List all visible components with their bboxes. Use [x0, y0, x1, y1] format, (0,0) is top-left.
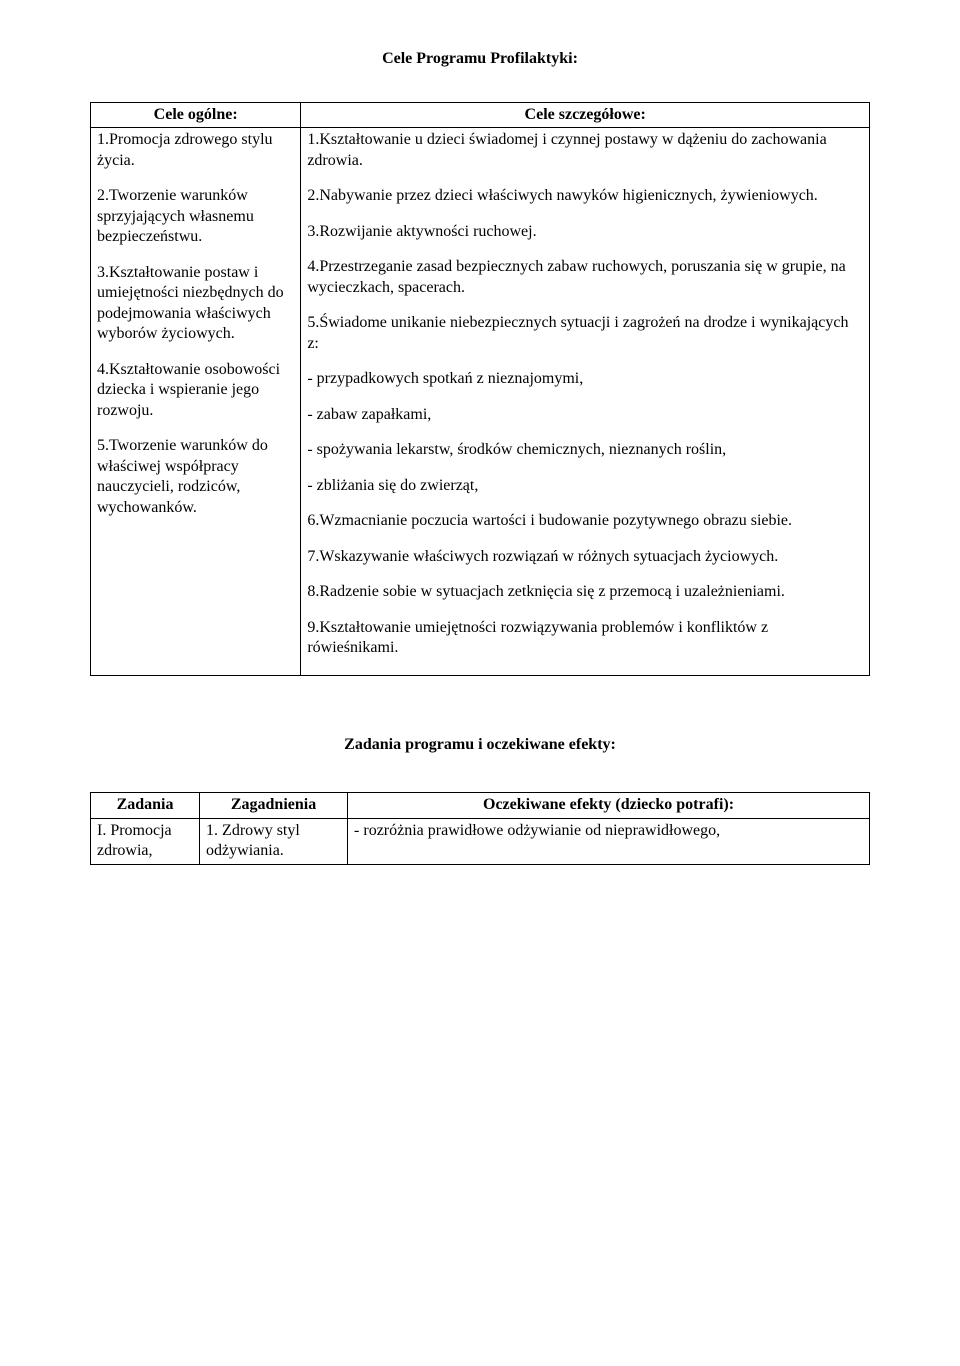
general-goal-4: 4.Kształtowanie osobowości dziecka i wsp…: [97, 360, 294, 421]
goals-table: Cele ogólne: Cele szczegółowe: 1.Promocj…: [90, 102, 870, 676]
section-tasks-title: Zadania programu i oczekiwane efekty:: [90, 736, 870, 754]
tasks-header-efekty: Oczekiwane efekty (dziecko potrafi):: [348, 793, 870, 818]
header-detailed-goals: Cele szczegółowe:: [301, 103, 870, 128]
tasks-cell-zagadnienia: 1. Zdrowy styl odżywiania.: [200, 818, 348, 864]
detailed-goals-cell: 1.Kształtowanie u dzieci świadomej i czy…: [301, 128, 870, 676]
tasks-header-zadania: Zadania: [91, 793, 200, 818]
general-goal-2: 2.Tworzenie warunków sprzyjających własn…: [97, 186, 294, 247]
detailed-bullet-1: - przypadkowych spotkań z nieznajomymi,: [307, 369, 863, 389]
detailed-goal-6: 6.Wzmacnianie poczucia wartości i budowa…: [307, 511, 863, 531]
table-row: I. Promocja zdrowia, 1. Zdrowy styl odży…: [91, 818, 870, 864]
general-goal-5: 5.Tworzenie warunków do właściwej współp…: [97, 436, 294, 518]
tasks-table: Zadania Zagadnienia Oczekiwane efekty (d…: [90, 792, 870, 864]
detailed-goal-9: 9.Kształtowanie umiejętności rozwiązywan…: [307, 618, 863, 659]
detailed-bullet-2: - zabaw zapałkami,: [307, 405, 863, 425]
tasks-header-zagadnienia: Zagadnienia: [200, 793, 348, 818]
detailed-goal-7: 7.Wskazywanie właściwych rozwiązań w róż…: [307, 547, 863, 567]
detailed-goal-2: 2.Nabywanie przez dzieci właściwych nawy…: [307, 186, 863, 206]
detailed-goal-1: 1.Kształtowanie u dzieci świadomej i czy…: [307, 130, 863, 171]
detailed-goal-8: 8.Radzenie sobie w sytuacjach zetknięcia…: [307, 582, 863, 602]
detailed-goal-3: 3.Rozwijanie aktywności ruchowej.: [307, 222, 863, 242]
detailed-bullet-3: - spożywania lekarstw, środków chemiczny…: [307, 440, 863, 460]
header-general-goals: Cele ogólne:: [91, 103, 301, 128]
detailed-goal-5: 5.Świadome unikanie niebezpiecznych sytu…: [307, 313, 863, 354]
detailed-goal-4: 4.Przestrzeganie zasad bezpiecznych zaba…: [307, 257, 863, 298]
general-goal-1: 1.Promocja zdrowego stylu życia.: [97, 130, 294, 171]
general-goals-cell: 1.Promocja zdrowego stylu życia. 2.Tworz…: [91, 128, 301, 676]
page-title: Cele Programu Profilaktyki:: [90, 50, 870, 68]
tasks-cell-efekty: - rozróżnia prawidłowe odżywianie od nie…: [348, 818, 870, 864]
tasks-cell-zadania: I. Promocja zdrowia,: [91, 818, 200, 864]
detailed-bullet-4: - zbliżania się do zwierząt,: [307, 476, 863, 496]
general-goal-3: 3.Kształtowanie postaw i umiejętności ni…: [97, 263, 294, 345]
